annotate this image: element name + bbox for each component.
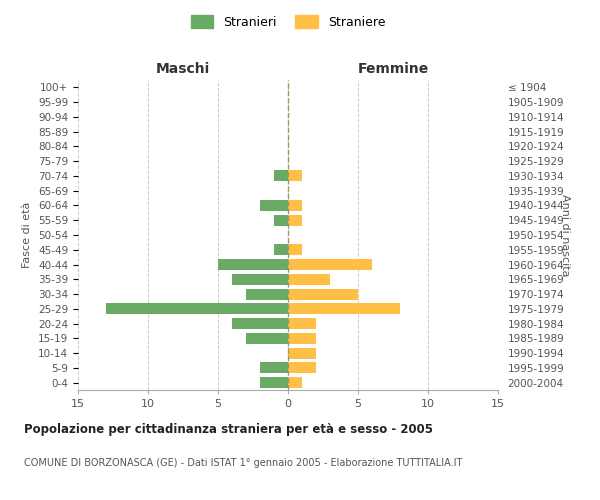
Bar: [218, 259, 288, 270]
Y-axis label: Anni di nascita: Anni di nascita: [560, 194, 570, 276]
Bar: [232, 318, 288, 329]
Bar: [106, 304, 288, 314]
Bar: [260, 200, 288, 211]
Bar: [288, 333, 316, 344]
Bar: [288, 259, 372, 270]
Bar: [288, 377, 302, 388]
Bar: [288, 244, 302, 256]
Y-axis label: Fasce di età: Fasce di età: [22, 202, 32, 268]
Bar: [288, 304, 400, 314]
Bar: [274, 244, 288, 256]
Bar: [288, 274, 330, 285]
Bar: [288, 214, 302, 226]
Bar: [288, 348, 316, 358]
Text: Popolazione per cittadinanza straniera per età e sesso - 2005: Popolazione per cittadinanza straniera p…: [24, 422, 433, 436]
Legend: Stranieri, Straniere: Stranieri, Straniere: [187, 11, 389, 32]
Bar: [260, 377, 288, 388]
Text: Femmine: Femmine: [358, 62, 428, 76]
Bar: [246, 288, 288, 300]
Text: COMUNE DI BORZONASCA (GE) - Dati ISTAT 1° gennaio 2005 - Elaborazione TUTTITALIA: COMUNE DI BORZONASCA (GE) - Dati ISTAT 1…: [24, 458, 463, 468]
Bar: [274, 170, 288, 181]
Bar: [288, 318, 316, 329]
Bar: [288, 288, 358, 300]
Text: Maschi: Maschi: [156, 62, 210, 76]
Bar: [232, 274, 288, 285]
Bar: [246, 333, 288, 344]
Bar: [274, 214, 288, 226]
Bar: [288, 362, 316, 374]
Bar: [288, 200, 302, 211]
Bar: [288, 170, 302, 181]
Bar: [260, 362, 288, 374]
